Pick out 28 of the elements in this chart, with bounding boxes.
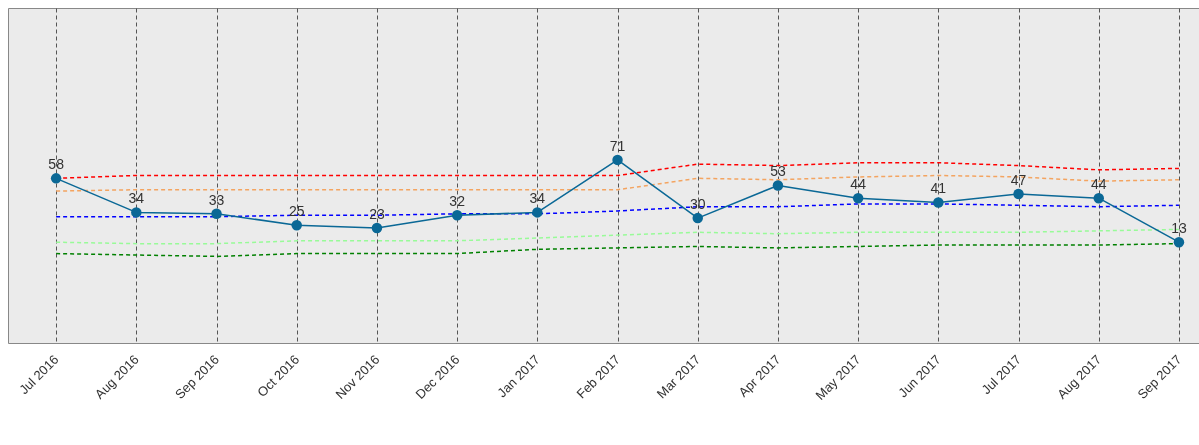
point (451, 210, 463, 221)
data-label: 58 (48, 156, 65, 173)
point (852, 192, 864, 204)
point (772, 180, 784, 191)
data-label: 44 (850, 176, 867, 193)
point (291, 219, 302, 231)
point (131, 207, 142, 218)
point (371, 222, 383, 234)
data-label: 44 (1090, 176, 1107, 193)
data-label: 53 (770, 163, 786, 180)
point (692, 212, 703, 224)
point (211, 208, 222, 220)
data-label: 25 (288, 203, 305, 220)
data-label: 47 (1010, 171, 1027, 188)
data-label: 33 (208, 191, 225, 208)
point (1013, 188, 1024, 200)
data-label: 71 (609, 137, 626, 154)
data-label: 41 (930, 180, 947, 197)
data-label: 13 (1171, 220, 1187, 237)
data-label: 34 (128, 190, 145, 207)
point (933, 197, 944, 208)
point (1093, 192, 1104, 204)
point (1173, 236, 1185, 248)
point (50, 173, 62, 184)
point (532, 207, 543, 218)
data-label: 34 (529, 190, 546, 207)
point (612, 154, 623, 166)
data-label: 32 (449, 193, 466, 210)
